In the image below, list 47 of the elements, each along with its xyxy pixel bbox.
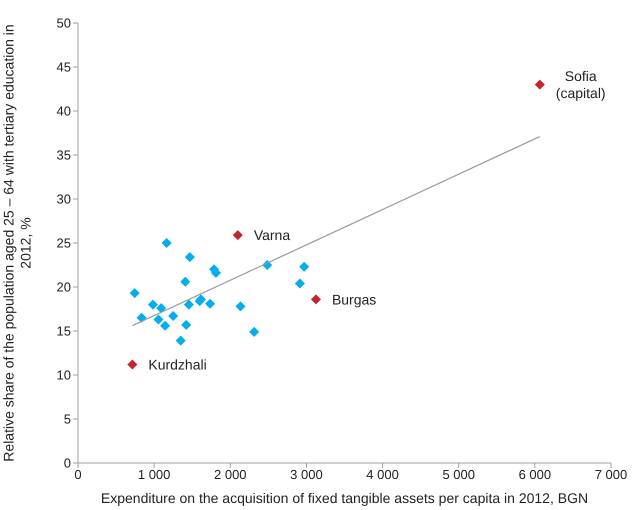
point bbox=[184, 252, 195, 262]
point bbox=[130, 288, 140, 298]
x-tick-label: 7 000 bbox=[594, 467, 628, 482]
annotation: Varna bbox=[254, 227, 290, 244]
annotation: Sofia (capital) bbox=[556, 68, 606, 102]
x-tick-label: 3 000 bbox=[290, 467, 323, 482]
point bbox=[148, 300, 158, 310]
x-axis-title: Expenditure on the acquisition of fixed tangible assets per capita in 2012, BGN bbox=[100, 490, 588, 506]
y-axis-title: Relative share of the population aged 25 – 64 with tertiary education in 2012, % bbox=[0, 24, 34, 462]
y-tick-label: 35 bbox=[56, 148, 71, 163]
y-tick-label: 50 bbox=[56, 16, 71, 31]
point bbox=[181, 320, 192, 330]
y-tick-label: 20 bbox=[56, 280, 71, 295]
point bbox=[160, 320, 170, 331]
y-tick-label: 5 bbox=[64, 412, 71, 427]
point bbox=[310, 294, 321, 304]
x-tick-label: 5 000 bbox=[442, 467, 475, 482]
point bbox=[156, 303, 166, 314]
point bbox=[127, 359, 138, 370]
point bbox=[235, 301, 246, 312]
point bbox=[534, 80, 545, 90]
y-tick-label: 0 bbox=[64, 456, 71, 471]
point bbox=[168, 311, 178, 322]
point bbox=[299, 262, 310, 272]
point bbox=[232, 230, 243, 240]
y-tick-label: 45 bbox=[56, 60, 71, 75]
point bbox=[205, 298, 216, 309]
y-tick-label: 15 bbox=[56, 324, 71, 339]
y-tick-label: 10 bbox=[56, 368, 71, 383]
x-tick-label: 0 bbox=[74, 467, 82, 482]
x-tick-label: 1 000 bbox=[138, 467, 170, 482]
annotation: Burgas bbox=[332, 291, 376, 308]
x-tick-label: 2 000 bbox=[214, 467, 247, 482]
y-tick-label: 25 bbox=[56, 236, 71, 251]
point bbox=[184, 300, 194, 310]
point bbox=[176, 336, 186, 346]
point bbox=[294, 278, 305, 288]
x-tick-label: 4 000 bbox=[366, 467, 399, 482]
x-tick-label: 6 000 bbox=[518, 467, 552, 482]
point bbox=[180, 276, 190, 287]
point bbox=[153, 314, 164, 325]
annotation: Kurdzhali bbox=[148, 356, 207, 372]
y-tick-label: 40 bbox=[56, 104, 71, 119]
y-tick-label: 30 bbox=[56, 192, 71, 207]
point bbox=[162, 238, 172, 248]
point bbox=[136, 312, 147, 323]
point bbox=[249, 326, 260, 337]
